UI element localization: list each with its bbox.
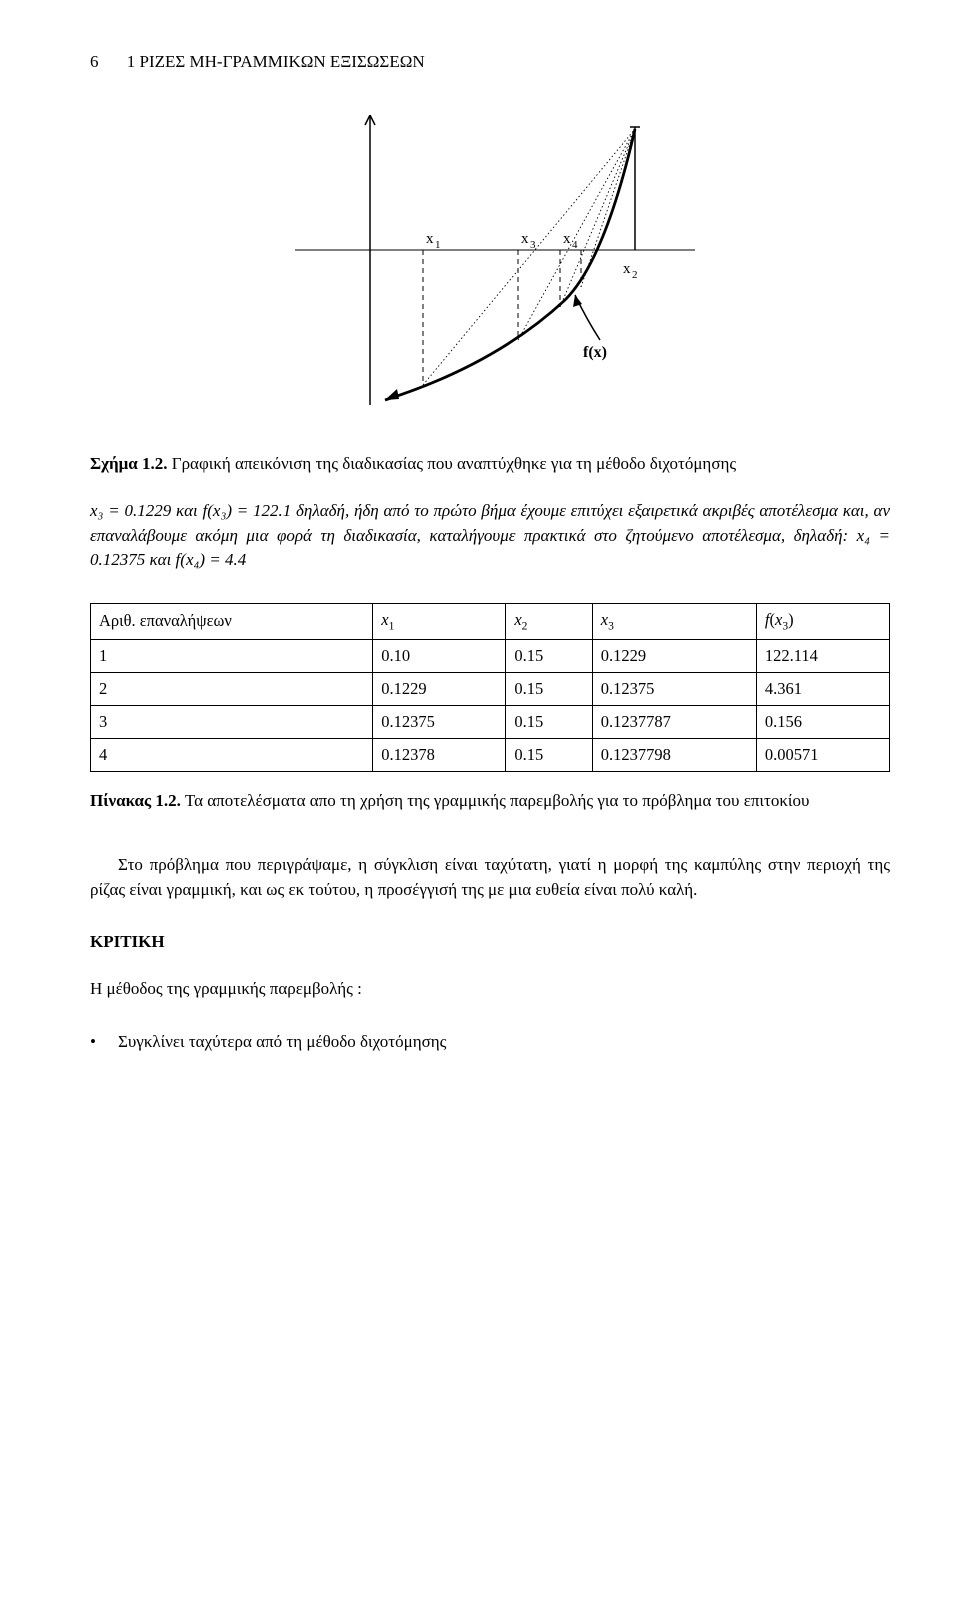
table-caption-text: Τα αποτελέσματα απο τη χρήση της γραμμικ… [185, 791, 809, 810]
label-fx: f(x) [583, 344, 607, 361]
intro-paragraph: x₃ = 0.1229 και f(x₃) = 122.1 δηλαδή, ήδ… [90, 499, 890, 573]
critique-list: Συγκλίνει ταχύτερα από τη μέθοδο διχοτόμ… [90, 1030, 890, 1055]
svg-text:1: 1 [435, 239, 441, 251]
col-x3: x3 [592, 603, 756, 639]
col-x1: x1 [373, 603, 506, 639]
table-caption-label: Πίνακας 1.2. [90, 791, 181, 810]
table-row: 4 0.12378 0.15 0.1237798 0.00571 [91, 738, 890, 771]
col-x2: x2 [506, 603, 592, 639]
svg-text:2: 2 [632, 269, 638, 281]
table-caption: Πίνακας 1.2. Τα αποτελέσματα απο τη χρήσ… [90, 789, 890, 814]
figure-caption: Σχήμα 1.2. Γραφική απεικόνιση της διαδικ… [90, 452, 890, 477]
critique-heading: ΚΡΙΤΙΚΗ [90, 930, 890, 955]
svg-text:4: 4 [572, 239, 578, 251]
col-iter: Αριθ. επαναλήψεων [91, 603, 373, 639]
page-number: 6 [90, 52, 99, 71]
table-row: 3 0.12375 0.15 0.1237787 0.156 [91, 705, 890, 738]
label-x4: x [563, 231, 571, 247]
label-x3: x [521, 231, 529, 247]
figure-caption-text: Γραφική απεικόνιση της διαδικασίας που α… [172, 454, 736, 473]
chapter-title: 1 ΡΙΖΕΣ ΜΗ-ΓΡΑΜΜΙΚΩΝ ΕΞΙΣΩΣΕΩΝ [127, 52, 425, 71]
label-x2: x [623, 261, 631, 277]
table-header-row: Αριθ. επαναλήψεων x1 x2 x3 f(x3) [91, 603, 890, 639]
label-x1: x [426, 231, 434, 247]
figure-1-2: x 1 x 3 x 4 x 2 f(x) [90, 115, 890, 423]
results-table: Αριθ. επαναλήψεων x1 x2 x3 f(x3) 1 0.10 … [90, 603, 890, 772]
figure-caption-label: Σχήμα 1.2. [90, 454, 168, 473]
critique-intro: Η μέθοδος της γραμμικής παρεμβολής : [90, 977, 890, 1002]
table-row: 1 0.10 0.15 0.1229 122.114 [91, 639, 890, 672]
svg-text:3: 3 [530, 239, 536, 251]
convergence-paragraph: Στο πρόβλημα που περιγράψαμε, η σύγκλιση… [90, 853, 890, 902]
table-row: 2 0.1229 0.15 0.12375 4.361 [91, 672, 890, 705]
list-item: Συγκλίνει ταχύτερα από τη μέθοδο διχοτόμ… [90, 1030, 890, 1055]
col-fx3: f(x3) [756, 603, 889, 639]
bisection-figure-svg: x 1 x 3 x 4 x 2 f(x) [275, 115, 705, 415]
page-header: 6 1 ΡΙΖΕΣ ΜΗ-ΓΡΑΜΜΙΚΩΝ ΕΞΙΣΩΣΕΩΝ [90, 50, 890, 75]
